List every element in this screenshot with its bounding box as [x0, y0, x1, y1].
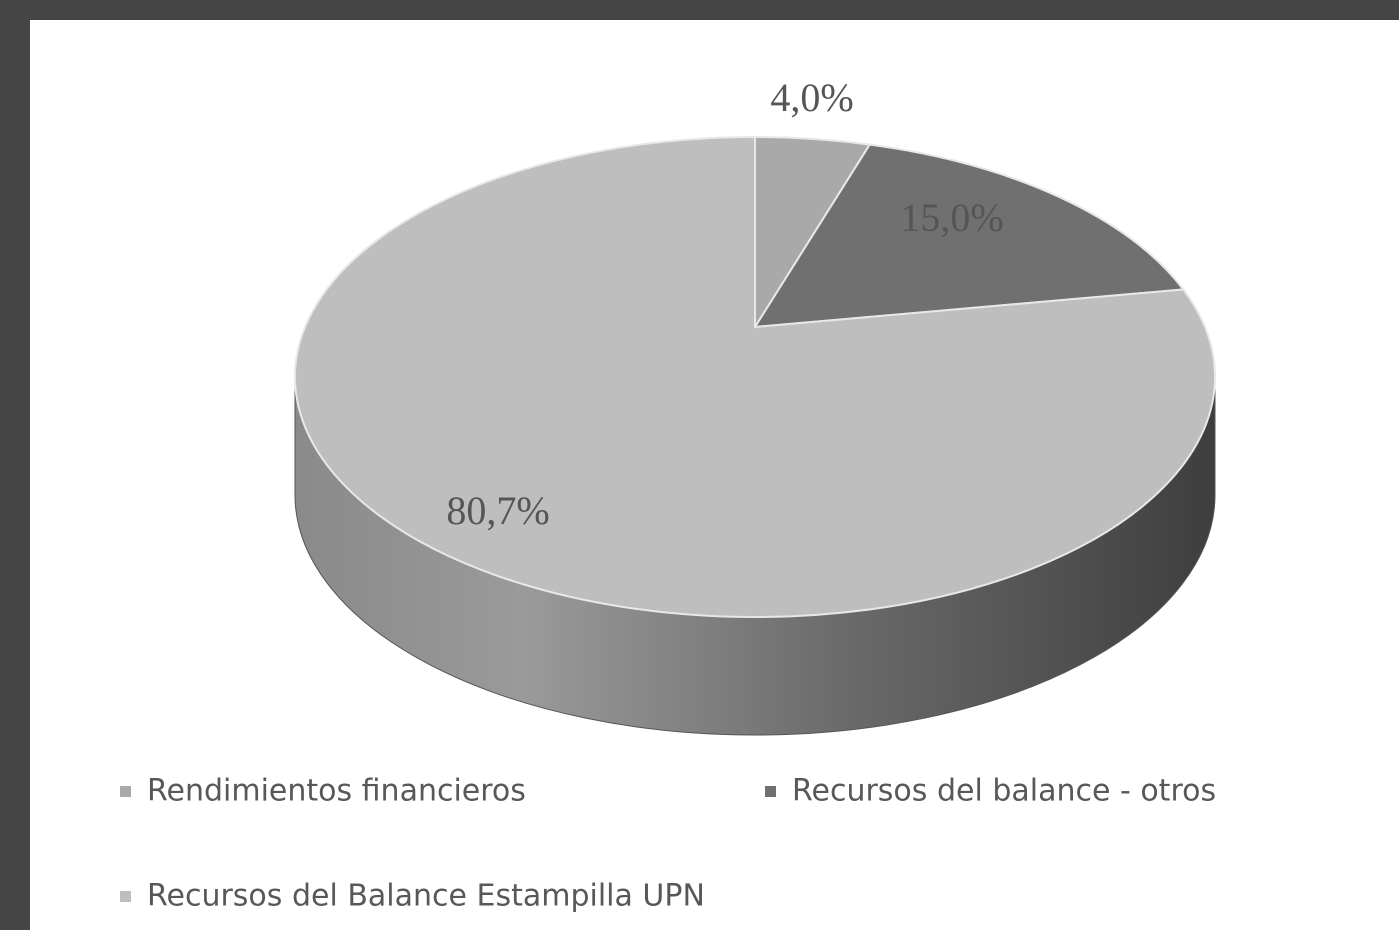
data-label: 80,7%: [446, 488, 549, 533]
legend-label: Rendimientos financieros: [147, 774, 526, 809]
pie-slice: [753, 143, 1186, 329]
pie-slice: [294, 135, 1216, 618]
data-label: 15,0%: [900, 195, 1003, 240]
legend-label: Recursos del balance - otros: [792, 774, 1216, 809]
data-label: 4,0%: [770, 75, 853, 120]
legend-label: Recursos del Balance Estampilla UPN: [147, 879, 705, 914]
legend-swatch: [765, 786, 776, 797]
legend-swatch: [120, 891, 131, 902]
legend-swatch: [120, 786, 131, 797]
